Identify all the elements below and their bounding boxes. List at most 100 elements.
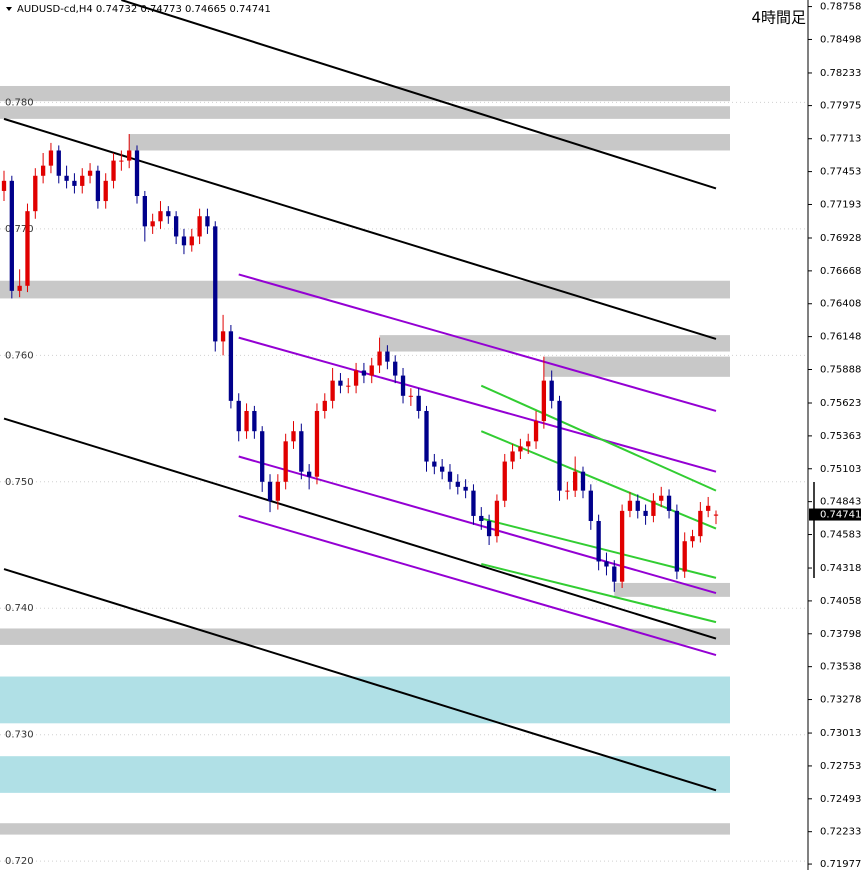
y-tick-label: 0.74583 — [820, 530, 861, 541]
candle-body — [142, 196, 147, 227]
y-tick-label: 0.74843 — [820, 497, 861, 508]
candle-body — [17, 285, 22, 291]
candle-body — [627, 500, 633, 511]
y-tick-label: 0.75103 — [820, 464, 861, 475]
candle-body — [283, 441, 288, 482]
y-tick-label: 0.72493 — [820, 794, 861, 805]
candle-body — [682, 541, 687, 572]
chart-title: AUDUSD-cd,H4 0.74732 0.74773 0.74665 0.7… — [17, 4, 271, 15]
candle-body — [643, 510, 648, 516]
candle-body — [1, 180, 7, 191]
level-label: 0.760 — [5, 350, 34, 361]
price-zone — [0, 676, 730, 724]
y-tick-label: 0.78758 — [820, 2, 861, 13]
trendline — [238, 455, 717, 595]
candle-body — [134, 150, 140, 197]
candle-body — [252, 410, 257, 432]
candle-body — [330, 380, 335, 401]
y-tick-label: 0.72233 — [820, 827, 861, 838]
candle-body — [181, 236, 187, 246]
candle-body — [189, 236, 194, 246]
y-tick-label: 0.77713 — [820, 134, 861, 145]
candle-body — [557, 400, 562, 491]
candle-body — [299, 431, 304, 472]
price-zone — [0, 85, 730, 102]
trendline — [238, 273, 717, 412]
candle-body — [111, 160, 116, 181]
trendlines — [3, 0, 717, 792]
candle-body — [666, 495, 672, 511]
candle-body — [706, 505, 711, 511]
level-label: 0.780 — [5, 97, 34, 108]
price-zone — [0, 628, 730, 645]
price-axis: 0.78758 0.78498 0.78233 0.77975 0.77713 0.774… — [807, 0, 861, 870]
candle-body — [173, 216, 179, 237]
level-label: 0.770 — [5, 224, 34, 235]
candle-body — [526, 441, 531, 447]
last-price-box — [809, 508, 861, 521]
price-zone — [379, 335, 730, 352]
candle-body — [267, 481, 273, 501]
candle-body — [510, 451, 515, 462]
y-tick-label: 0.73013 — [820, 728, 861, 739]
price-zone — [129, 134, 730, 151]
candle-body — [228, 331, 234, 401]
y-tick-label: 0.77975 — [820, 101, 861, 112]
candle-body — [80, 175, 85, 186]
candle-body — [494, 500, 500, 537]
candle-body — [479, 515, 484, 521]
candle-body — [353, 370, 359, 386]
candle-body — [502, 461, 507, 501]
timeframe-label: 4時間足 — [751, 9, 806, 27]
trendline — [3, 417, 717, 640]
candle-body — [471, 490, 476, 516]
y-tick-label: 0.78498 — [820, 34, 861, 45]
candle-body — [455, 481, 460, 487]
candle-body — [604, 561, 609, 567]
menu-arrow[interactable] — [6, 7, 12, 11]
y-tick-label: 0.75888 — [820, 364, 861, 375]
candle-body — [72, 180, 77, 186]
candle-body — [244, 410, 249, 432]
trendline — [121, 0, 717, 190]
candle-body — [612, 566, 617, 582]
candle-body — [541, 380, 547, 422]
trendline — [480, 384, 717, 492]
price-zone — [0, 280, 730, 299]
candle-body — [588, 490, 593, 521]
levels: 0.780 0.770 0.760 0.750 0.740 0.730 0.720 — [0, 97, 808, 867]
y-tick-label: 0.76668 — [820, 266, 861, 277]
trendline — [481, 563, 717, 624]
y-tick-label: 0.74058 — [820, 596, 861, 607]
price-zone — [0, 756, 730, 793]
candle-body — [213, 226, 218, 342]
candle-body — [674, 510, 680, 572]
level-label: 0.740 — [5, 603, 34, 614]
candle-body — [377, 351, 382, 366]
candle-body — [220, 331, 226, 342]
candle-body — [393, 361, 398, 376]
candle-body — [698, 510, 703, 537]
candle-body — [314, 410, 320, 477]
candle-body — [659, 495, 664, 501]
level-label: 0.750 — [5, 477, 34, 488]
price-zone — [0, 823, 730, 835]
trendline — [238, 336, 717, 473]
y-tick-label: 0.74318 — [820, 563, 861, 574]
level-label: 0.730 — [5, 730, 34, 741]
trendline — [238, 514, 717, 656]
candle-body — [103, 180, 108, 202]
candle-body — [56, 150, 61, 176]
candle-body — [635, 500, 640, 511]
candle-body — [9, 180, 14, 291]
candle-body — [40, 165, 46, 176]
candle-body — [25, 211, 30, 286]
candles — [1, 134, 719, 592]
y-tick-label: 0.75623 — [820, 398, 861, 409]
candle-body — [549, 380, 554, 401]
candle-body — [127, 150, 132, 161]
price-zone — [543, 356, 730, 377]
